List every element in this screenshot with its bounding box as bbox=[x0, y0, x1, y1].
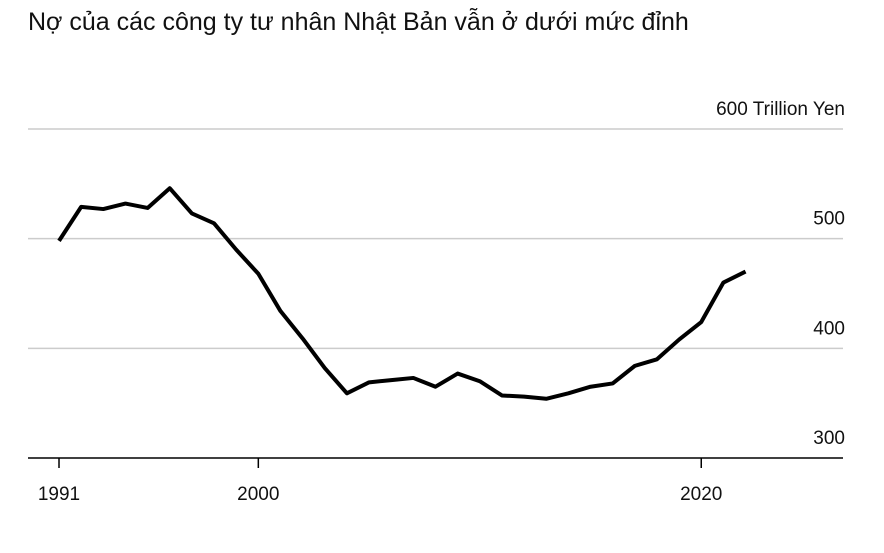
line-series bbox=[57, 186, 747, 401]
y-tick-label: 400 bbox=[813, 318, 845, 339]
x-tick-label: 2020 bbox=[680, 484, 722, 505]
chart-title: Nợ của các công ty tư nhân Nhật Bản vẫn … bbox=[28, 7, 689, 36]
x-tick-label: 1991 bbox=[38, 484, 80, 505]
y-tick-label: 300 bbox=[813, 428, 845, 449]
y-tick-label: 600 Trillion Yen bbox=[716, 99, 845, 120]
y-tick-label: 500 bbox=[813, 209, 845, 230]
x-tick-label: 2000 bbox=[237, 484, 279, 505]
